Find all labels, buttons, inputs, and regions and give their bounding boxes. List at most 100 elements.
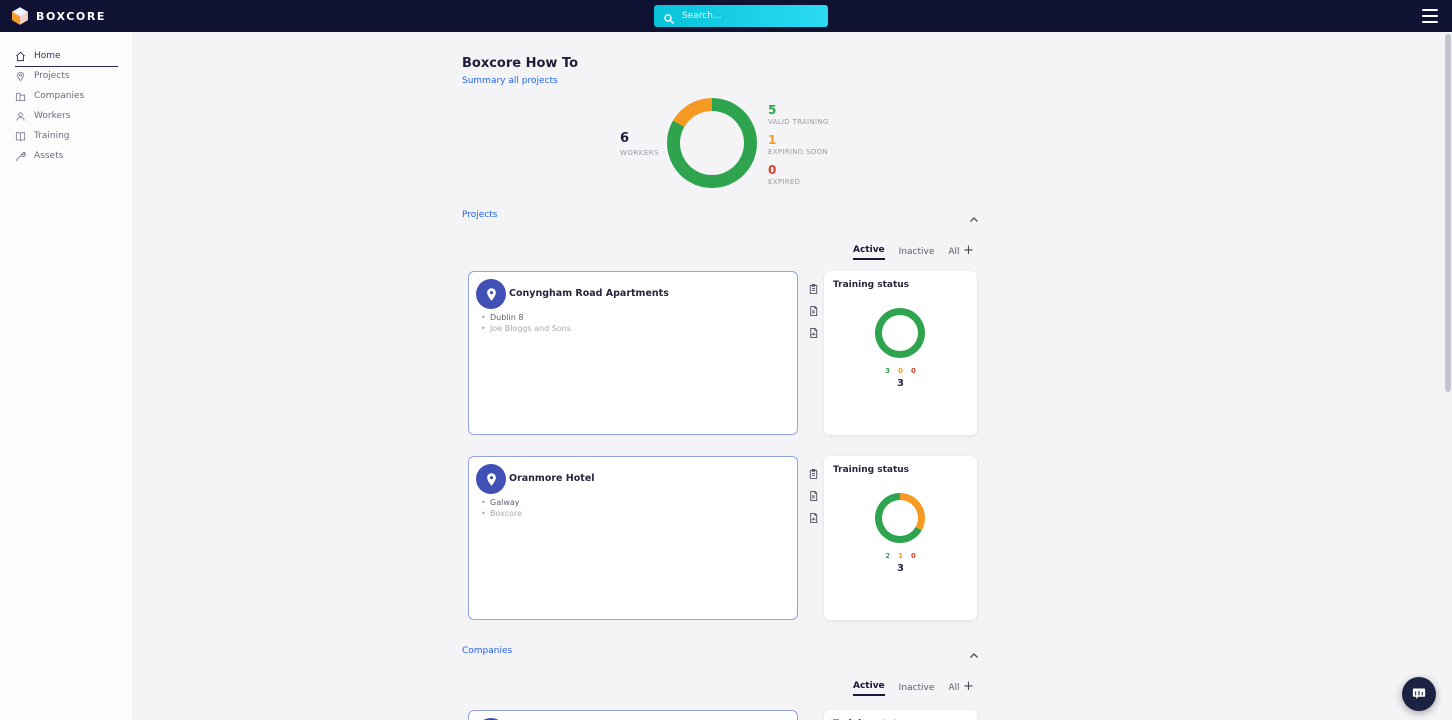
expired-count: 0	[910, 367, 916, 375]
training-status-counts: 3 0 0	[824, 367, 977, 375]
project-name: Conyngham Road Apartments	[509, 288, 669, 299]
search-input[interactable]	[654, 5, 828, 27]
home-icon	[15, 51, 26, 62]
valid-count: 2	[885, 552, 891, 560]
hamburger-menu-icon[interactable]	[1422, 9, 1438, 23]
training-icon	[15, 131, 26, 142]
workers-count: 6	[620, 131, 630, 146]
project-company: Joe Bloggs and Sons	[481, 324, 571, 333]
add-project-button[interactable]: +	[963, 243, 974, 258]
training-status-panel: Training status 3 0 0 3	[824, 271, 977, 435]
expiring-count: 0	[898, 367, 903, 375]
sidebar-item-home[interactable]: Home	[0, 46, 133, 67]
training-status-donut-chart	[875, 493, 925, 543]
companies-tabs: Active Inactive All	[853, 681, 960, 696]
projects-tabs: Active Inactive All	[853, 245, 960, 260]
companies-tab-all[interactable]: All	[948, 683, 960, 693]
chat-launcher-button[interactable]	[1402, 677, 1436, 711]
sidebar-item-workers[interactable]: Workers	[0, 106, 133, 126]
training-status-panel: Training status 2 1 0 3	[824, 456, 977, 620]
sidebar-item-companies[interactable]: Companies	[0, 86, 133, 106]
document-icon[interactable]	[808, 487, 819, 502]
training-total: 3	[897, 378, 904, 389]
project-details: Dublin 8 Joe Bloggs and Sons	[481, 313, 571, 335]
training-status-panel: Training status	[824, 710, 977, 720]
summary-all-projects-link[interactable]: Summary all projects	[462, 76, 558, 86]
valid-training-label: VALID TRAINING	[768, 118, 829, 126]
search-bar	[654, 5, 828, 27]
projects-tab-active[interactable]: Active	[853, 245, 885, 260]
companies-tab-active[interactable]: Active	[853, 681, 885, 696]
top-bar: BOXCORE	[0, 0, 1452, 32]
project-pin-icon	[476, 279, 506, 309]
main-content: Boxcore How To Summary all projects 6 WO…	[134, 32, 1452, 720]
clipboard-icon[interactable]	[808, 465, 819, 480]
project-pin-icon	[476, 464, 506, 494]
scrollbar-thumb[interactable]	[1445, 34, 1451, 392]
company-card[interactable]	[468, 710, 798, 720]
add-company-button[interactable]: +	[963, 679, 974, 694]
sidebar-item-projects[interactable]: Projects	[0, 66, 133, 86]
valid-training-stat: 5 VALID TRAINING	[768, 104, 829, 127]
expired-label: EXPIRED	[768, 178, 801, 186]
sidebar-item-label: Training	[34, 131, 70, 141]
page-scrollbar	[1444, 32, 1452, 720]
brand[interactable]: BOXCORE	[10, 0, 106, 32]
page-title: Boxcore How To	[462, 56, 579, 71]
sidebar-item-label: Workers	[34, 111, 71, 121]
expiring-soon-value: 1	[768, 133, 777, 147]
report-icon[interactable]	[808, 324, 819, 339]
projects-tab-inactive[interactable]: Inactive	[898, 247, 935, 257]
companies-collapse-chevron-up-icon[interactable]	[968, 647, 980, 659]
sidebar-item-label: Companies	[34, 91, 85, 101]
training-status-title: Training status	[833, 465, 910, 475]
project-location: Galway	[481, 498, 522, 507]
projects-tab-all[interactable]: All	[948, 247, 960, 257]
project-location: Dublin 8	[481, 313, 571, 322]
project-card-conyngham[interactable]: Conyngham Road Apartments Dublin 8 Joe B…	[468, 271, 798, 435]
expired-value: 0	[768, 163, 777, 177]
training-status-donut-chart	[875, 308, 925, 358]
document-icon[interactable]	[808, 302, 819, 317]
companies-section-title[interactable]: Companies	[462, 646, 513, 656]
map-pin-icon	[15, 71, 26, 82]
company-pin-icon	[476, 718, 506, 720]
project-row: Oranmore Hotel Galway Boxcore Training s…	[468, 456, 977, 620]
training-total: 3	[897, 563, 904, 574]
expiring-soon-label: EXPIRING SOON	[768, 148, 828, 156]
project-card-oranmore[interactable]: Oranmore Hotel Galway Boxcore	[468, 456, 798, 620]
report-icon[interactable]	[808, 509, 819, 524]
company-row: Training status	[468, 710, 977, 720]
overview-training-donut-chart	[667, 98, 757, 188]
project-company: Boxcore	[481, 509, 522, 518]
expiring-count: 1	[898, 552, 903, 560]
expiring-soon-stat: 1 EXPIRING SOON	[768, 133, 829, 157]
project-row: Conyngham Road Apartments Dublin 8 Joe B…	[468, 271, 977, 435]
project-details: Galway Boxcore	[481, 498, 522, 520]
brand-name: BOXCORE	[36, 9, 107, 23]
training-status-title: Training status	[833, 280, 910, 290]
sidebar-item-label: Assets	[34, 151, 64, 161]
workers-label: WORKERS	[620, 149, 660, 157]
buildings-icon	[15, 91, 26, 102]
sidebar-item-assets[interactable]: Assets	[0, 146, 133, 166]
project-doc-actions	[808, 280, 819, 339]
projects-collapse-chevron-up-icon[interactable]	[968, 211, 980, 223]
expired-stat: 0 EXPIRED	[768, 163, 829, 187]
project-doc-actions	[808, 465, 819, 524]
assets-icon	[15, 151, 26, 162]
sidebar-item-label: Projects	[34, 71, 70, 81]
companies-tab-inactive[interactable]: Inactive	[898, 683, 935, 693]
worker-icon	[15, 111, 26, 122]
workers-stat: 6 WORKERS	[620, 131, 690, 157]
valid-count: 3	[885, 367, 891, 375]
projects-section-title[interactable]: Projects	[462, 210, 498, 220]
sidebar-item-training[interactable]: Training	[0, 126, 133, 146]
clipboard-icon[interactable]	[808, 280, 819, 295]
boxcore-logo-icon	[10, 6, 30, 26]
chat-bubble-icon	[1411, 686, 1427, 702]
expired-count: 0	[910, 552, 916, 560]
project-name: Oranmore Hotel	[509, 473, 595, 484]
sidebar-item-label: Home	[34, 51, 61, 61]
overview-stats: 5 VALID TRAINING 1 EXPIRING SOON 0 EXPIR…	[768, 104, 829, 194]
